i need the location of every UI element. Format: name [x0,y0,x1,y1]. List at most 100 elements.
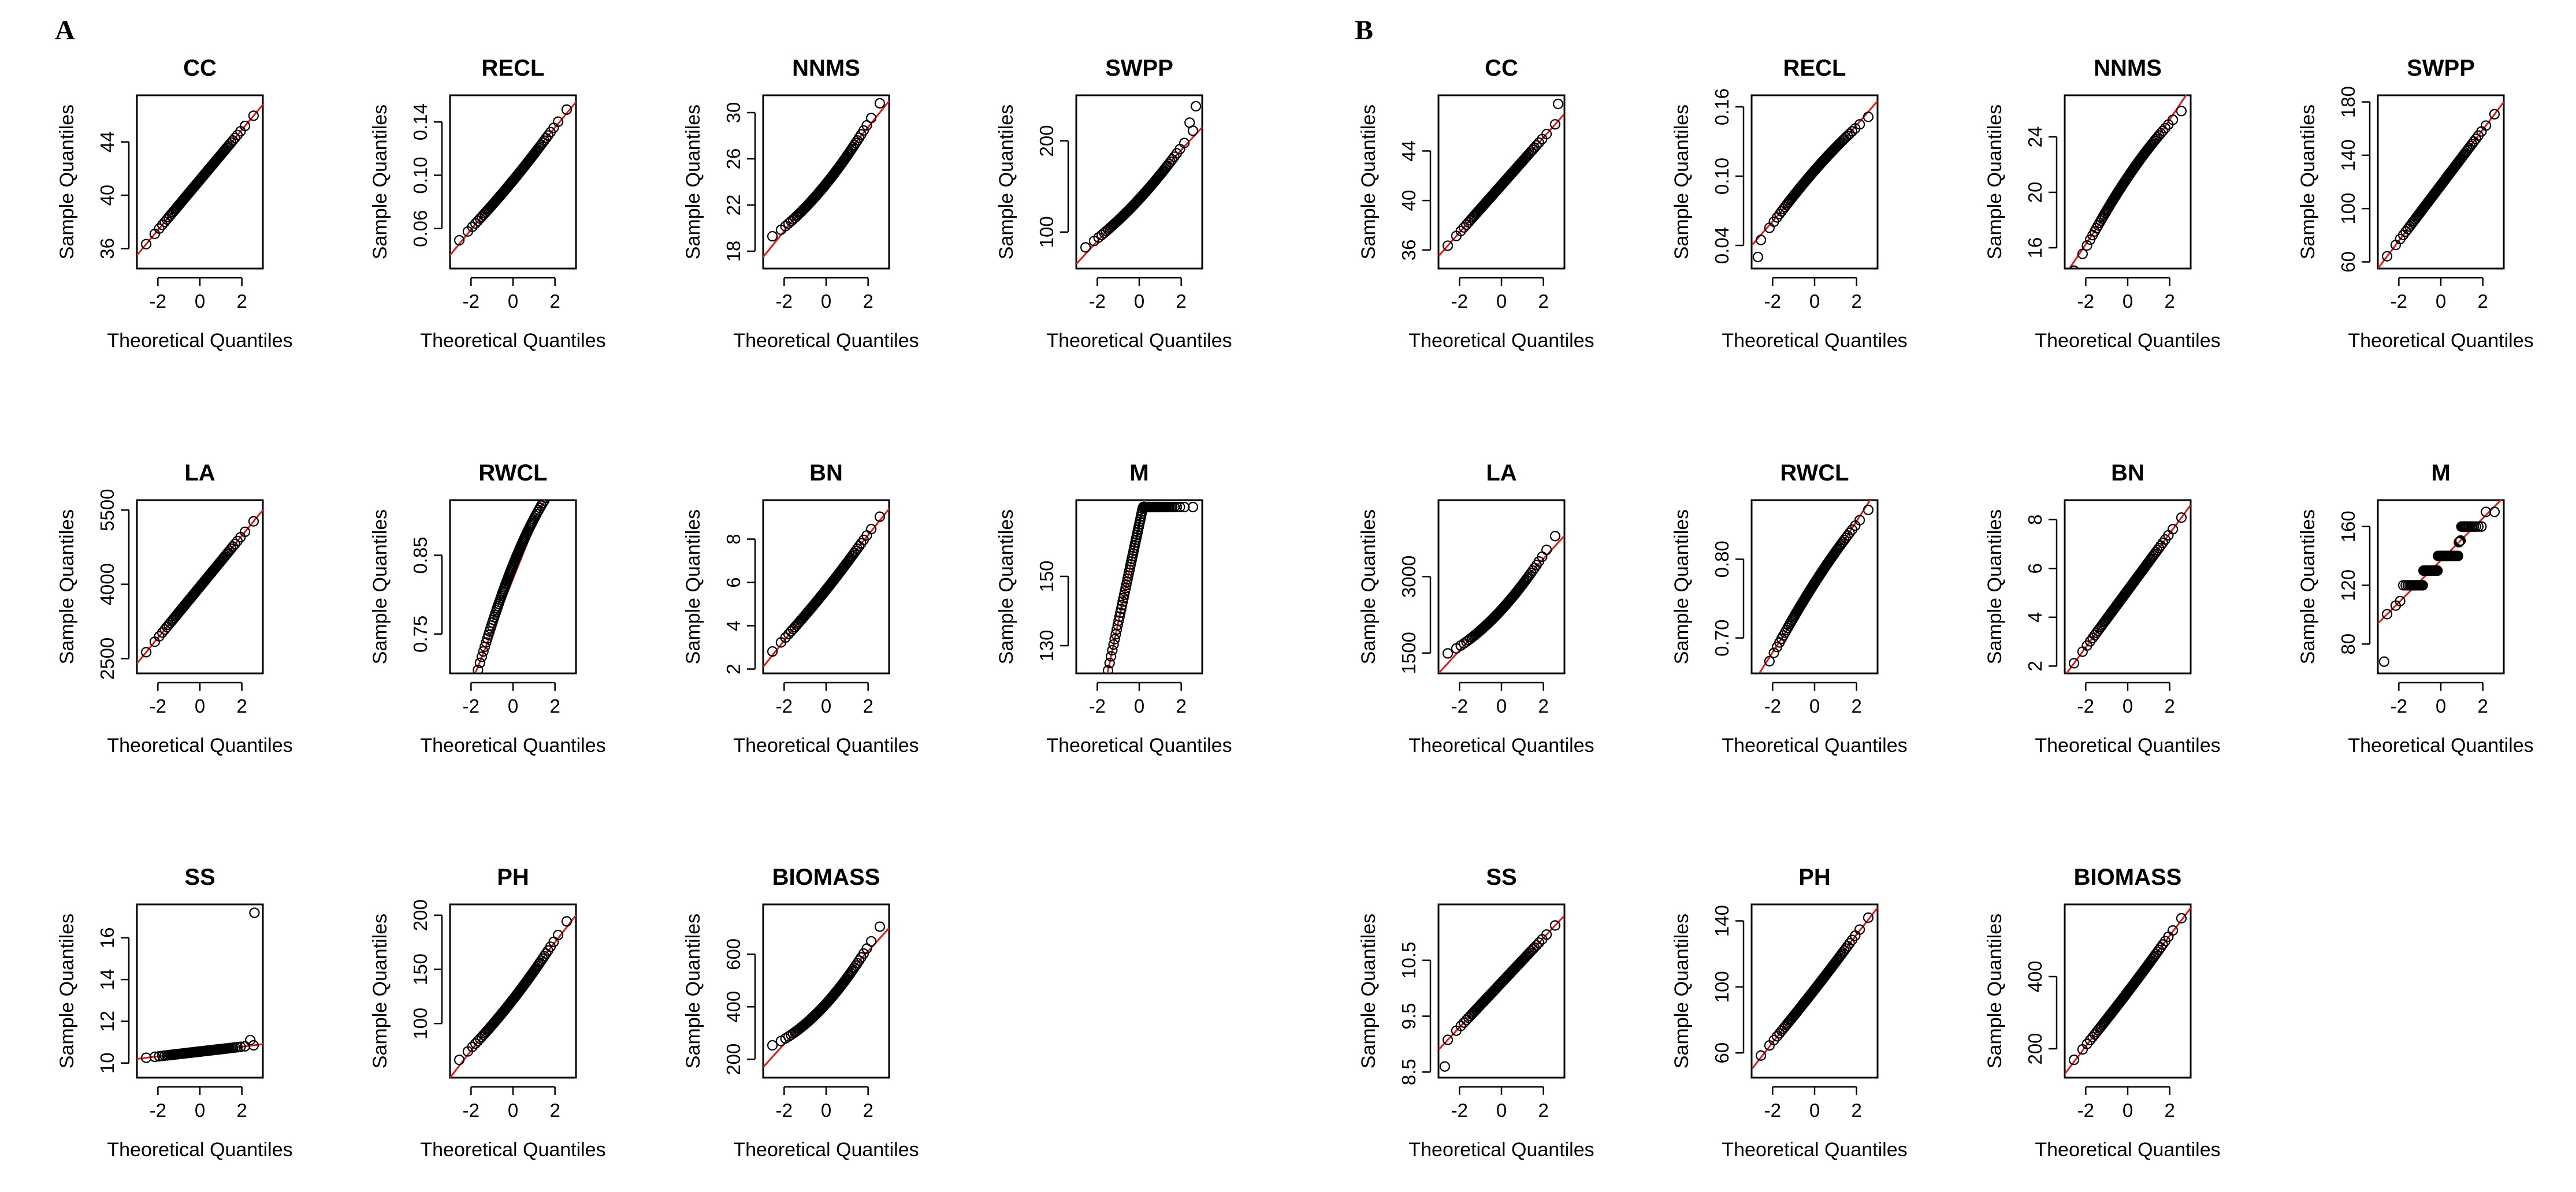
sample-point [471,674,480,683]
sample-point [1854,924,1865,935]
plot-title: BIOMASS [2074,865,2182,890]
x-axis: -2 0 2 [463,277,560,312]
x-axis-label: Theoretical Quantiles [420,735,605,757]
x-axis: -2 0 2 [1451,277,1549,312]
x-tick-label: 2 [2477,695,2488,717]
plot-title: BN [2111,460,2144,486]
plot-area [1438,531,1564,673]
x-axis-label: Theoretical Quantiles [1046,735,1232,757]
y-tick-label: 150 [410,953,431,985]
y-tick-label: 0.16 [1711,88,1733,125]
sample-point [476,651,488,662]
plot-title: BIOMASS [772,865,880,890]
x-axis-label: Theoretical Quantiles [733,330,919,352]
x-tick-label: -2 [2077,695,2094,717]
y-tick-label: 6 [723,577,744,587]
x-tick-label: 2 [236,290,247,312]
y-axis: 100 200 [1036,125,1069,248]
sample-point [2395,595,2406,606]
qq-plot-b-ss: SS -2 0 2 Theoretical Quantiles 8.5 9.5 10.5 Sam… [1358,865,1594,1161]
y-axis: 2500 4000 5500 [96,489,130,680]
sample-point [858,125,869,136]
sample-point [866,524,877,535]
y-tick-label: 150 [1036,560,1057,592]
sample-point [1527,565,1538,576]
sample-point [1171,501,1183,513]
qq-plot-b-biomass: BIOMASS -2 0 2 Theoretical Quantiles 200 400 Sa… [1984,865,2221,1161]
y-tick-label: 200 [410,899,431,931]
y-tick-label: 0.85 [410,537,431,573]
x-tick-label: 2 [2164,695,2174,717]
sample-point [2417,580,2428,591]
y-tick-label: 44 [1398,140,1419,162]
plot-title: SS [1486,865,1516,890]
y-axis-label: Sample Quantiles [1358,914,1380,1068]
x-tick-label: -2 [776,695,793,717]
x-tick-label: 0 [2436,695,2446,717]
x-axis-label: Theoretical Quantiles [2348,735,2533,757]
sample-point [2081,240,2092,251]
y-axis-label: Sample Quantiles [2297,105,2319,259]
plot-area [2068,95,2187,269]
reference-line [1106,500,1146,673]
x-tick-label: 0 [508,290,518,312]
sample-point [1081,771,1090,780]
y-tick-label: 8.5 [1398,1059,1419,1085]
qq-plot-a-rwcl: RWCL -2 0 2 Theoretical Quantiles 0.75 0.85 Sam… [369,460,606,757]
y-tick-label: 600 [723,938,744,970]
x-axis: -2 0 2 [150,681,247,717]
sample-point [235,1041,246,1052]
sample-point [473,664,484,673]
outlier-point [1191,100,1202,112]
plot-area [450,101,576,256]
plot-frame [449,903,577,1079]
plot-frame [1750,903,1879,1079]
outlier-point [249,907,260,918]
y-axis-label: Sample Quantiles [995,105,1017,259]
x-tick-label: 0 [1134,290,1144,312]
sample-point [1844,938,1855,949]
qq-plot-a-biomass: BIOMASS -2 0 2 Theoretical Quantiles 200 400 60… [682,865,919,1161]
y-tick-label: 100 [1036,216,1057,248]
y-tick-label: 180 [2337,86,2359,118]
sample-point [140,239,152,249]
plot-title: NNMS [2094,55,2162,81]
x-tick-label: 0 [1809,1100,1820,1121]
sample-point [2432,565,2443,576]
x-tick-label: -2 [1451,1100,1468,1121]
x-axis: -2 0 2 [1764,1086,1862,1121]
x-tick-label: -2 [463,1100,479,1121]
sample-point [2454,536,2465,547]
qq-plot-a-m: M -2 0 2 Theoretical Quantiles 130 150 Sample Q… [995,460,1232,780]
plot-title: M [1129,460,1148,486]
sample-point [561,916,573,927]
sample-point [544,490,553,499]
x-tick-label: 2 [2164,1100,2174,1121]
y-axis: 8.5 9.5 10.5 [1398,942,1432,1085]
plot-frame [762,499,890,675]
x-axis: -2 0 2 [2077,277,2175,312]
y-tick-label: 4 [2024,612,2046,623]
y-axis: 200 400 600 [723,938,756,1075]
x-axis-label: Theoretical Quantiles [420,1139,605,1161]
sample-point [1863,504,1874,515]
y-axis: 36 40 44 [1398,140,1432,260]
qq-plot-b-m: M -2 0 2 Theoretical Quantiles 80 120 160 Sample… [2297,460,2534,757]
sample-point [248,110,259,121]
sample-point [553,116,564,127]
sample-point [2077,248,2088,259]
y-tick-label: 400 [2024,960,2046,992]
outlier-point [1439,1061,1450,1072]
plot-title: RWCL [1780,460,1849,486]
sample-point [468,686,477,695]
sample-point [232,1042,243,1053]
x-tick-label: 2 [549,290,560,312]
sample-point [874,511,886,522]
sample-point [2087,632,2098,643]
y-tick-label: 0.10 [1711,158,1733,195]
y-axis: 60 100 140 [1711,905,1745,1064]
y-tick-label: 0.75 [410,616,431,653]
x-axis: -2 0 2 [2077,681,2175,717]
sample-point [1116,604,1127,614]
